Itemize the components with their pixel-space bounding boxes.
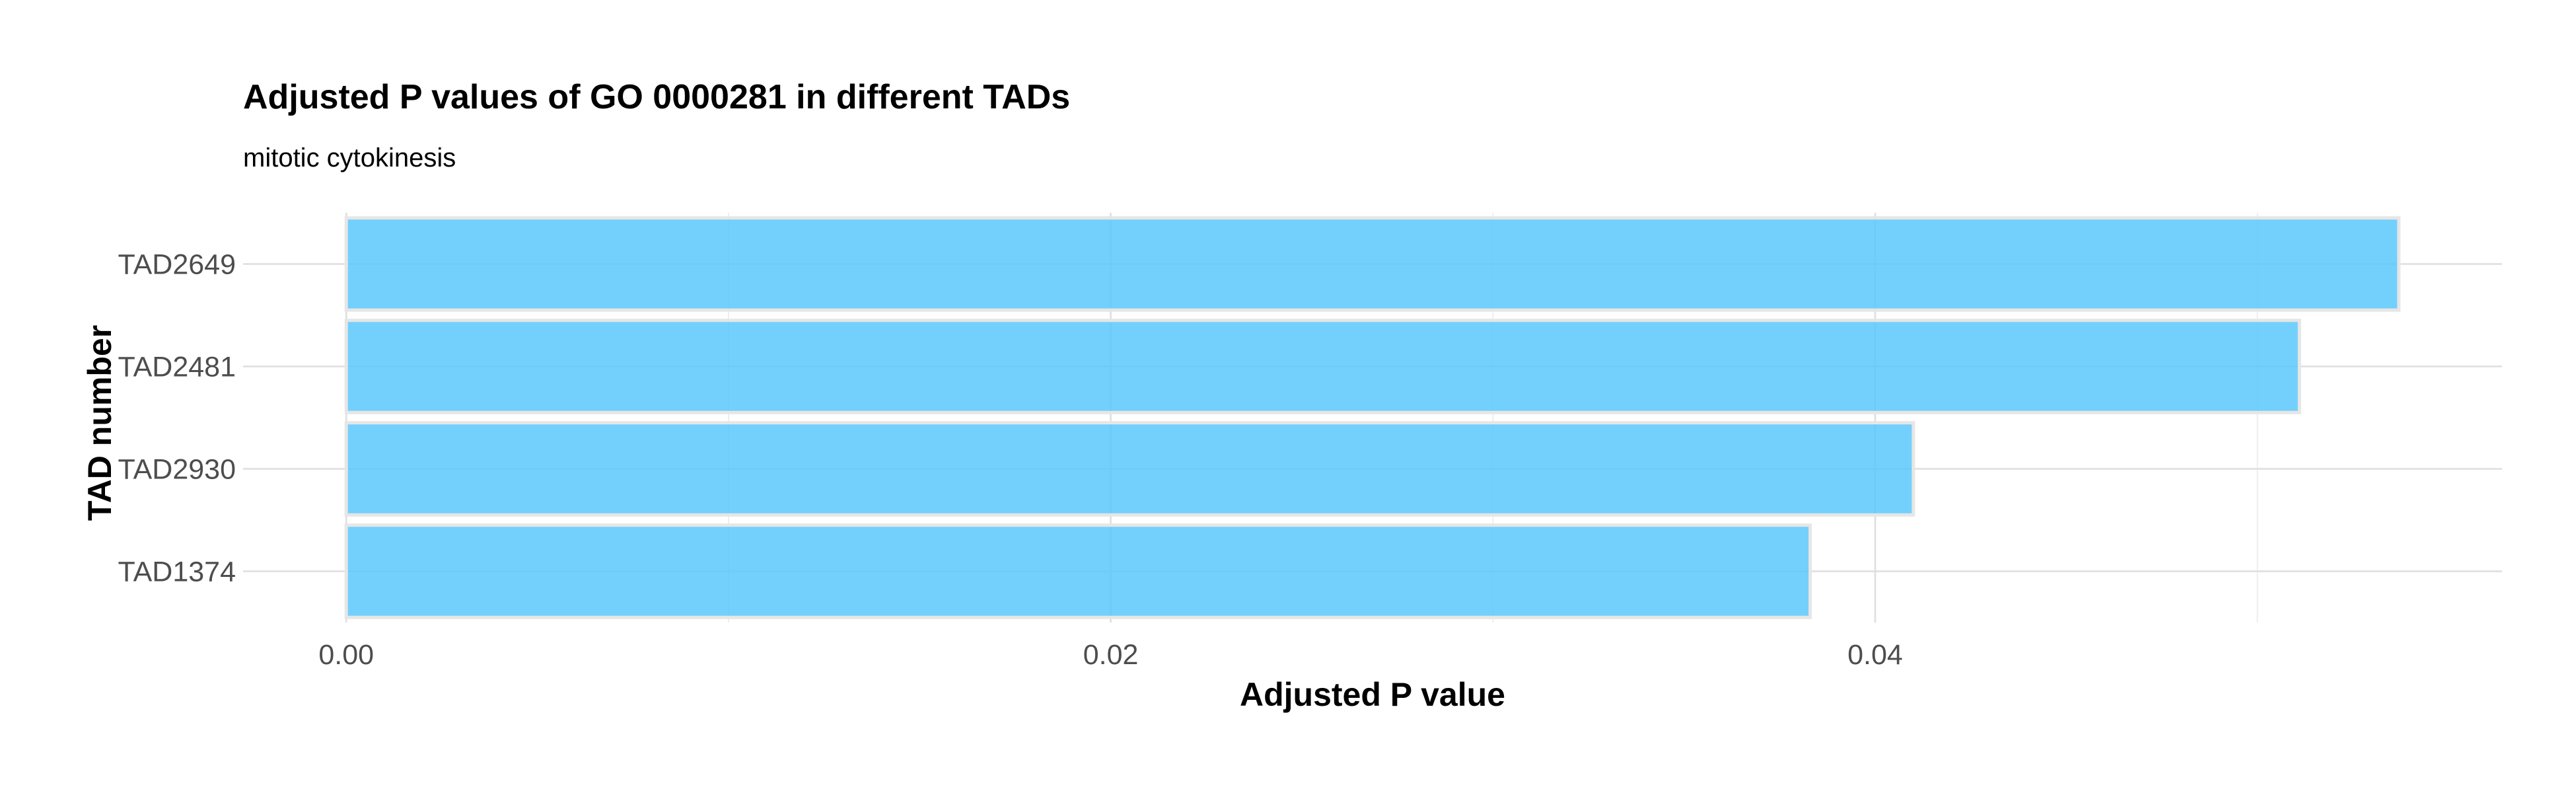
x-tick-label: 0.00 [318, 639, 374, 671]
bar-tad2930 [344, 421, 1915, 517]
chart-subtitle: mitotic cytokinesis [243, 143, 456, 172]
bar-tad1374 [344, 523, 1812, 619]
x-tick-label: 0.02 [1083, 639, 1139, 671]
y-axis-tick-labels: TAD2649 TAD2481 TAD2930 TAD1374 [118, 249, 236, 588]
y-tick-label: TAD1374 [118, 556, 236, 588]
bar-tad2481 [344, 319, 2301, 414]
x-axis-title: Adjusted P value [1240, 676, 1505, 713]
bar-tad2649 [344, 216, 2401, 312]
y-tick-label: TAD2930 [118, 454, 236, 486]
y-tick-label: TAD2649 [118, 249, 236, 281]
chart-title: Adjusted P values of GO 0000281 in diffe… [243, 78, 1070, 116]
x-axis-tick-labels: 0.00 0.02 0.04 [318, 639, 1902, 671]
y-axis-title: TAD number [81, 325, 118, 521]
y-tick-label: TAD2481 [118, 352, 236, 383]
bars [344, 216, 2401, 619]
x-tick-label: 0.04 [1847, 639, 1903, 671]
